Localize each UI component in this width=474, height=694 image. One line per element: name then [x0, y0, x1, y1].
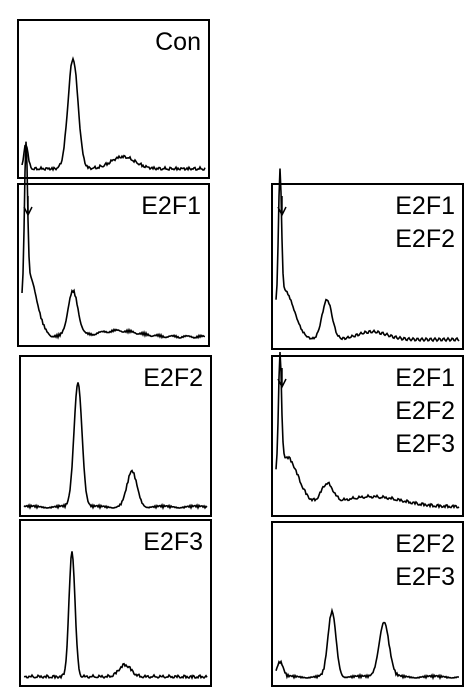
panel-label: E2F3 [143, 528, 203, 556]
panel-frame [17, 19, 210, 179]
panel: E2F2 [19, 355, 212, 517]
arrow [277, 196, 287, 217]
histogram-curve [21, 141, 206, 340]
panel-label: E2F3 [395, 563, 455, 591]
panel-frame [17, 183, 210, 347]
panel: E2F1 E2F2 [271, 168, 464, 350]
panel-label: E2F1 [395, 364, 455, 392]
panel-label: E2F3 [395, 430, 455, 458]
panel-label: E2F2 [143, 364, 203, 392]
arrow [23, 196, 33, 217]
panel-label: Con [155, 28, 201, 56]
panel: E2F1 E2F2 E2F3 [271, 351, 464, 517]
histogram-curve [275, 351, 460, 510]
histogram-curve [23, 551, 208, 681]
histogram-curve [21, 56, 206, 172]
panel: E2F2 E2F3 [271, 521, 464, 687]
histogram-curve [275, 607, 459, 681]
panel-frame [271, 521, 464, 687]
panel-frame [271, 183, 464, 350]
panel-label: E2F2 [395, 530, 455, 558]
histogram-curve [275, 168, 460, 343]
panel: E2F3 [19, 519, 212, 687]
panel-label: E2F2 [395, 225, 455, 253]
panel-frame [19, 355, 212, 517]
panel: Con [17, 19, 210, 179]
panel-frame [19, 519, 212, 687]
arrow [277, 368, 287, 389]
panel-frame [271, 355, 464, 517]
panel: E2F1 [17, 141, 210, 347]
panel-label: E2F1 [395, 192, 455, 220]
histogram-curve [23, 382, 208, 511]
panel-label: E2F2 [395, 397, 455, 425]
panel-label: E2F1 [141, 192, 201, 220]
